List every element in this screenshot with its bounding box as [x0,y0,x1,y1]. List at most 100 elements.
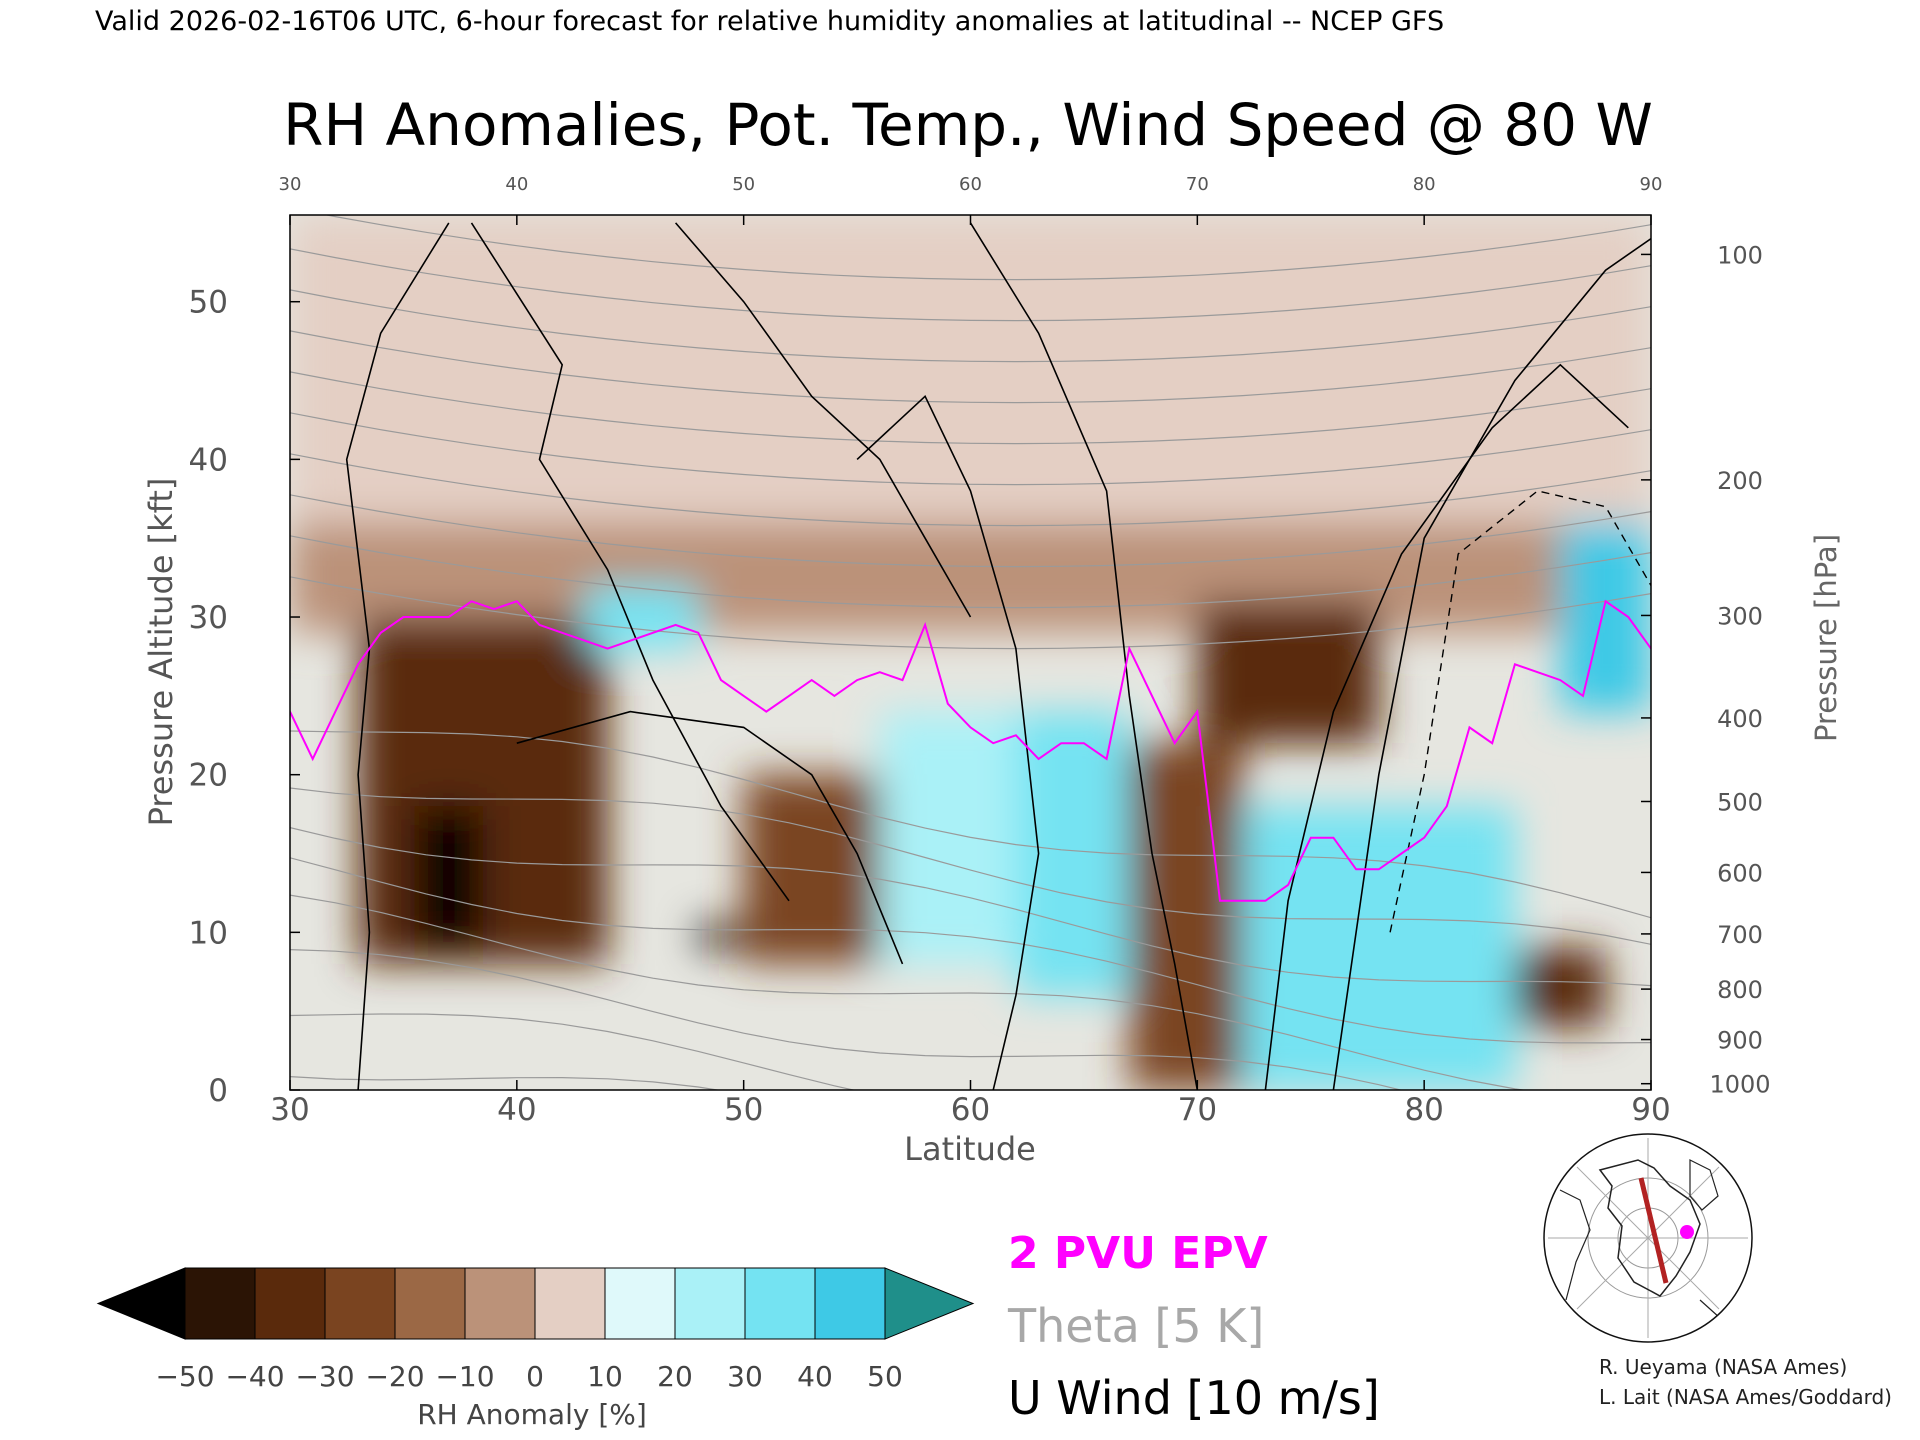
u-wind-contour [470,222,790,902]
colorbar-bin [814,1267,886,1340]
x-tick-label: 30 [270,1092,309,1128]
theta-320 [290,730,1651,919]
x-tick-label: 60 [951,1092,990,1128]
rh-region [1242,806,1515,1090]
rh-region [698,924,744,949]
theta-340 [290,535,1651,609]
theta-250 [290,1076,722,1090]
y-tick-label: 40 [189,442,228,478]
y-tick-label: 0 [208,1073,228,1109]
legend-epv: 2 PVU EPV [1008,1228,1268,1279]
theta-380 [290,371,1651,445]
y-tick-label: 50 [189,285,228,321]
rh-region [1129,743,1243,1090]
pressure-tick-label: 400 [1717,705,1763,733]
colorbar-bin [464,1267,536,1340]
x-top-tick-label: 80 [1413,174,1436,195]
pressure-tick-label: 900 [1717,1027,1763,1055]
legend-u-wind: U Wind [10 m/s] [1008,1371,1380,1425]
theta-420 [323,215,1651,281]
x-top-tick-label: 90 [1640,174,1663,195]
x-top-tick-label: 60 [959,174,982,195]
u-wind-contour [1264,363,1629,1090]
y-axis-left: 0 10 20 30 40 50 [189,285,300,1109]
theta-400 [290,289,1651,363]
theta-280 [290,894,1527,1090]
rh-anomaly-field [290,215,1651,1090]
x-top-tick-label: 40 [505,174,528,195]
theta-260 [290,1013,857,1090]
credit-line-1: R. Ueyama (NASA Ames) [1599,1355,1847,1379]
colorbar-bin [534,1267,606,1340]
y-tick-label: 10 [189,915,228,951]
theta-310 [290,787,1651,945]
theta-390 [290,330,1651,404]
x-tick-label: 80 [1404,1092,1443,1128]
legend-theta: Theta [5 K] [1007,1299,1264,1353]
colorbar-bin [184,1267,256,1340]
u-wind-contour [674,222,972,618]
credit-line-2: L. Lait (NASA Ames/Goddard) [1599,1385,1892,1409]
u-wind-negative-contour [1389,490,1651,933]
pressure-tick-label: 1000 [1709,1071,1770,1099]
x-tick-label: 70 [1178,1092,1217,1128]
theta-410 [290,248,1651,322]
pressure-tick-label: 500 [1717,788,1763,816]
cross-section-line [1638,1177,1669,1284]
colorbar-tick-label: −40 [225,1360,284,1393]
chart-title: RH Anomalies, Pot. Temp., Wind Speed @ 8… [283,91,1653,159]
x-top-tick-label: 50 [732,174,755,195]
valid-line: Valid 2026-02-16T06 UTC, 6-hour forecast… [95,6,1444,37]
rh-region [584,585,699,649]
pressure-tick-label: 700 [1717,921,1763,949]
rh-region [1197,601,1379,744]
colorbar-under-arrow [96,1267,186,1340]
pressure-tick-label: 200 [1717,467,1763,495]
u-wind-contour [856,394,1040,1090]
locator-map [1543,1133,1753,1343]
y-axis-label: Pressure Altitude [kft] [142,478,180,827]
rh-region [743,774,880,964]
u-wind-contour [969,222,1199,1090]
u-wind-contour [1332,237,1651,1090]
pressure-tick-label: 100 [1717,241,1763,269]
pressure-tick-label: 800 [1717,976,1763,1004]
x-axis-top: 30 40 50 60 70 80 90 [279,174,1663,225]
rh-region [414,806,483,949]
theta-330 [290,576,1651,650]
theta-isentropes [290,215,1651,1090]
theta-360 [290,453,1651,527]
theta-350 [290,494,1651,568]
x-tick-label: 90 [1631,1092,1670,1128]
y-tick-label: 20 [189,758,228,794]
colorbar-tick-label: 50 [867,1360,903,1393]
x-top-tick-label: 30 [279,174,302,195]
colorbar-tick-label: 30 [727,1360,763,1393]
rh-field-blur [290,215,1651,1090]
y-axis-right-pressure: 100 200 300 400 500 600 700 800 900 1000 [1641,241,1771,1099]
x-axis-bottom: 30 40 50 60 70 80 90 [270,1080,1671,1128]
colorbar-tick-label: 20 [657,1360,693,1393]
epv-2pvu-path [290,599,1651,902]
colorbar-bin [254,1267,326,1340]
colorbar-tick-label: −10 [435,1360,494,1393]
colorbar-label: RH Anomaly [%] [417,1398,647,1431]
colorbar-tick-label: −50 [155,1360,214,1393]
plot-area [289,214,1652,1091]
pressure-tick-label: 600 [1717,859,1763,887]
colorbar-over-arrow [884,1267,975,1340]
x-tick-label: 40 [497,1092,536,1128]
u-wind-contour [516,710,904,965]
rh-region [1560,522,1651,712]
rh-region [1514,948,1606,1027]
colorbar-bin [394,1267,466,1340]
x-top-tick-label: 70 [1186,174,1209,195]
location-marker [1680,1225,1694,1239]
colorbar-tick-label: 0 [526,1360,544,1393]
x-axis-label: Latitude [904,1130,1036,1168]
rh-region [290,215,1651,523]
epv-2pvu-line [290,599,1651,902]
y-tick-label: 30 [189,600,228,636]
theta-270 [290,949,1404,1090]
